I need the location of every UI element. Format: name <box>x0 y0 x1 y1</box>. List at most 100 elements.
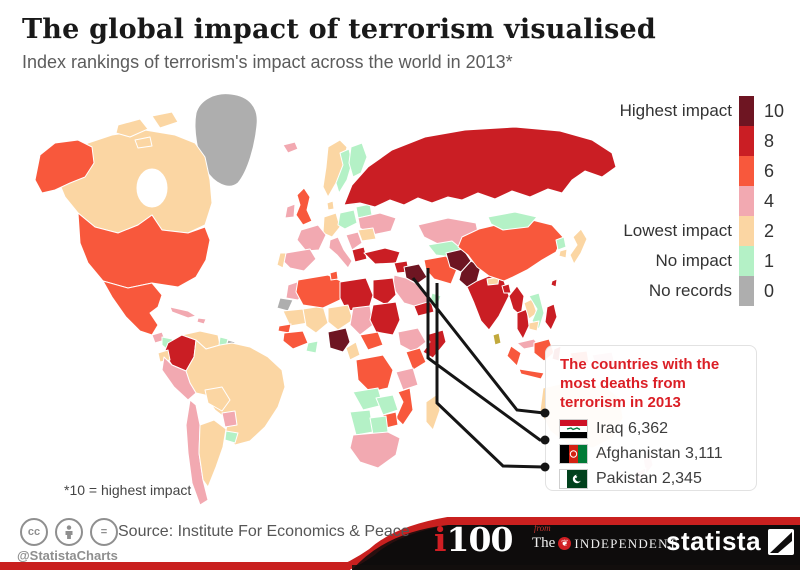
region-sweden <box>335 148 353 194</box>
legend-value: 1 <box>764 250 775 271</box>
legend-label: No records <box>648 281 732 300</box>
region-cambodia <box>528 320 540 332</box>
region-paraguay <box>221 410 238 428</box>
region-iceland <box>282 141 299 154</box>
legend-row: 4 <box>600 186 795 216</box>
region-ireland <box>284 203 296 219</box>
legend-value: 4 <box>764 190 775 211</box>
region-arctic-islands <box>151 111 179 129</box>
legend-swatch-6 <box>739 156 754 186</box>
region-turkey <box>363 247 401 265</box>
region-uruguay <box>224 430 239 444</box>
pakistan-flag-icon <box>560 470 587 489</box>
region-niger <box>327 304 354 331</box>
legend-row: No impact 1 <box>600 246 795 276</box>
region-dr-congo <box>355 354 394 393</box>
region-mali <box>302 305 329 334</box>
region-uk <box>295 187 313 226</box>
region-italy <box>328 236 353 269</box>
region-senegal <box>277 323 292 334</box>
legend-label: No impact <box>655 251 732 270</box>
region-bangladesh <box>501 283 512 294</box>
callout-item-afghanistan: Afghanistan 3,111 <box>560 445 746 464</box>
i100-logo: i100 <box>434 520 513 559</box>
region-madagascar <box>425 394 441 431</box>
region-france <box>296 224 327 252</box>
region-south-africa <box>349 431 401 469</box>
legend-value: 2 <box>764 220 775 241</box>
callout-heading: The countries with the most deaths from … <box>560 356 720 412</box>
afghanistan-flag-icon <box>560 445 587 464</box>
region-north-korea <box>555 236 567 251</box>
region-philippines <box>544 303 558 331</box>
region-zambia <box>375 394 399 416</box>
legend-row: Highest impact 10 <box>600 96 795 126</box>
north-america <box>34 93 258 358</box>
region-denmark <box>326 200 335 211</box>
map-legend: Highest impact 10 8 6 4 Lowest impact 2 No… <box>600 96 795 306</box>
region-arctic-islands <box>115 118 149 138</box>
region-greece <box>351 246 368 263</box>
legend-label: Lowest impact <box>623 221 732 240</box>
region-western-sahara <box>276 297 294 312</box>
legend-swatch-1 <box>739 246 754 276</box>
creative-commons-icons: cc = <box>20 518 118 546</box>
top-countries-callout: The countries with the most deaths from … <box>545 345 757 491</box>
callout-item-pakistan: Pakistan 2,345 <box>560 470 746 489</box>
region-spain <box>282 248 317 272</box>
region-arctic-islands <box>134 136 153 149</box>
legend-swatch-0 <box>739 276 754 306</box>
legend-swatch-8 <box>739 126 754 156</box>
independent-eagle-icon: ❦ <box>558 537 572 550</box>
region-japan <box>569 228 588 265</box>
iraq-flag-icon <box>560 420 587 439</box>
region-sudan <box>369 301 401 336</box>
legend-label: Highest impact <box>619 101 732 120</box>
region-nigeria <box>327 327 351 353</box>
cc-icon: cc <box>20 518 48 546</box>
legend-row: Lowest impact 2 <box>600 216 795 246</box>
region-bolivia <box>204 386 231 412</box>
cc-attribution-icon <box>55 518 83 546</box>
statista-logo: statista <box>666 526 795 557</box>
footer-swoosh-graphic <box>0 517 800 570</box>
region-balkans <box>345 231 363 251</box>
independent-from: from <box>534 523 551 533</box>
region-tanzania <box>395 367 419 391</box>
region-alaska <box>34 139 95 194</box>
region-hispaniola <box>196 317 207 325</box>
region-cameroon <box>345 341 361 361</box>
callout-item-label: Iraq 6,362 <box>596 420 669 438</box>
independent-logo: from The ❦ INDEPENDENT <box>532 523 678 551</box>
hudson-bay <box>136 168 168 208</box>
callout-item-label: Pakistan 2,345 <box>596 470 702 488</box>
region-germany <box>322 212 341 238</box>
region-namibia <box>349 409 374 436</box>
legend-value: 8 <box>764 130 775 151</box>
callout-item-label: Afghanistan 3,111 <box>596 445 723 463</box>
region-chad <box>349 305 374 336</box>
legend-swatch-10 <box>739 96 754 126</box>
region-poland <box>337 209 358 230</box>
statista-logo-icon <box>768 528 795 555</box>
south-america <box>157 330 286 506</box>
footer-bar: cc = @StatistaCharts Source: Institute F… <box>0 510 800 570</box>
region-java <box>518 368 545 380</box>
region-ethiopia <box>397 327 427 353</box>
region-argentina <box>198 419 227 488</box>
legend-value: 6 <box>764 160 775 181</box>
region-usa <box>77 212 211 289</box>
header: The global impact of terrorism visualise… <box>22 14 762 73</box>
legend-row: No records 0 <box>600 276 795 306</box>
region-sri-lanka <box>492 332 502 346</box>
region-ghana <box>305 340 319 354</box>
europe <box>276 139 397 272</box>
region-egypt <box>372 277 397 306</box>
region-guinea <box>282 330 309 350</box>
statista-handle: @StatistaCharts <box>17 548 118 563</box>
legend-swatch-2 <box>739 216 754 246</box>
page-title: The global impact of terrorism visualise… <box>22 14 657 45</box>
region-peru <box>161 356 197 401</box>
legend-row: 6 <box>600 156 795 186</box>
region-russia <box>343 126 617 208</box>
